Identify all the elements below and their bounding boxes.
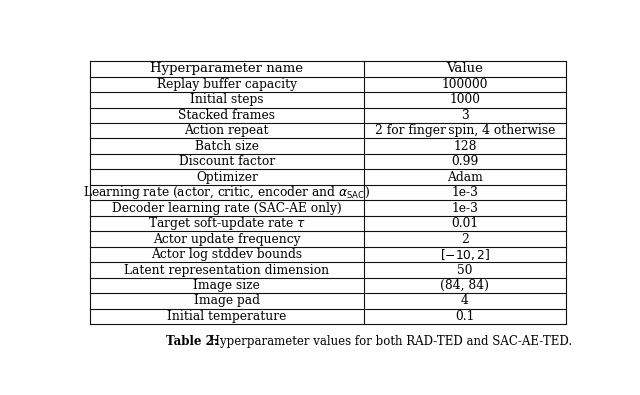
Text: 0.01: 0.01 [451,217,479,230]
Text: Discount factor: Discount factor [179,155,275,168]
Text: Stacked frames: Stacked frames [179,109,275,122]
Text: Value: Value [447,62,483,75]
Text: (84, 84): (84, 84) [440,279,490,292]
Text: Actor update frequency: Actor update frequency [153,233,301,246]
Text: Initial steps: Initial steps [190,93,264,106]
Text: 1e-3: 1e-3 [451,201,478,214]
Text: Latent representation dimension: Latent representation dimension [124,263,330,276]
Text: Initial temperature: Initial temperature [167,310,287,323]
Text: Table 2:: Table 2: [166,335,218,348]
Text: Adam: Adam [447,171,483,184]
Text: Batch size: Batch size [195,140,259,153]
Text: $[-10, 2]$: $[-10, 2]$ [440,247,490,262]
Text: 1000: 1000 [449,93,481,106]
Text: Hyperparameter values for both RAD-TED and SAC-AE-TED.: Hyperparameter values for both RAD-TED a… [206,335,573,348]
Text: Target soft-update rate $\tau$: Target soft-update rate $\tau$ [148,215,306,232]
Text: 50: 50 [457,263,473,276]
Text: Action repeat: Action repeat [184,124,269,137]
Text: 1e-3: 1e-3 [451,186,478,199]
Text: 0.99: 0.99 [451,155,479,168]
Text: Hyperparameter name: Hyperparameter name [150,62,303,75]
Text: 0.1: 0.1 [455,310,475,323]
Text: 4: 4 [461,294,469,307]
Text: Decoder learning rate (SAC-AE only): Decoder learning rate (SAC-AE only) [112,201,342,214]
Text: Replay buffer capacity: Replay buffer capacity [157,78,297,91]
Text: 128: 128 [453,140,477,153]
Text: Optimizer: Optimizer [196,171,258,184]
Text: 100000: 100000 [442,78,488,91]
Text: Learning rate (actor, critic, encoder and $\alpha_{\mathrm{SAC}}$): Learning rate (actor, critic, encoder an… [83,184,371,201]
Text: 3: 3 [461,109,468,122]
Text: 2 for finger spin, 4 otherwise: 2 for finger spin, 4 otherwise [374,124,555,137]
Text: 2: 2 [461,233,469,246]
Text: Image size: Image size [193,279,260,292]
Text: Actor log stddev bounds: Actor log stddev bounds [151,248,302,261]
Text: Image pad: Image pad [194,294,260,307]
